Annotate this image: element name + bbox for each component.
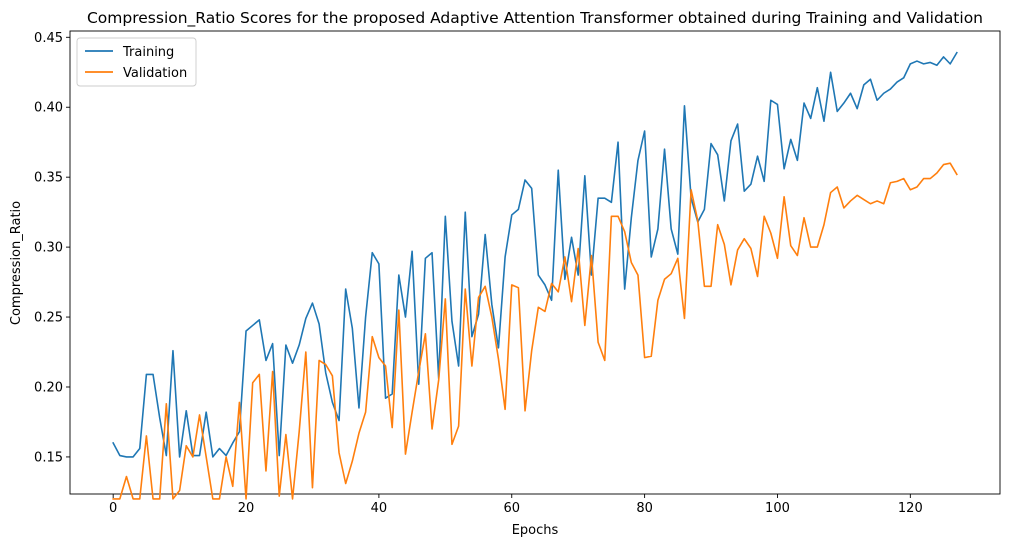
- x-tick-label: 100: [765, 501, 790, 516]
- x-tick-label: 60: [503, 501, 520, 516]
- x-axis-label: Epochs: [512, 523, 559, 538]
- y-axis-label: Compression_Ratio: [9, 201, 24, 325]
- series-lines: [112, 51, 958, 500]
- legend: Training Validation: [76, 37, 197, 87]
- legend-label-training: Training: [122, 45, 174, 60]
- y-tick-label: 0.15: [34, 450, 63, 465]
- y-tick-label: 0.25: [34, 311, 63, 326]
- y-tick-label: 0.40: [34, 101, 63, 116]
- chart-title: Compression_Ratio Scores for the propose…: [87, 9, 983, 28]
- legend-box: [76, 37, 197, 87]
- series-line-validation: [112, 162, 958, 500]
- legend-label-validation: Validation: [123, 66, 187, 81]
- x-tick-label: 80: [636, 501, 653, 516]
- x-axis: 0 20 40 60 80 100 120: [109, 494, 923, 516]
- y-tick-label: 0.35: [34, 171, 63, 186]
- y-tick-label: 0.45: [34, 31, 63, 46]
- y-axis: 0.15 0.20 0.25 0.30 0.35 0.40 0.45: [34, 31, 70, 465]
- series-line-training: [112, 51, 958, 458]
- y-tick-label: 0.30: [34, 241, 63, 256]
- x-tick-label: 40: [371, 501, 388, 516]
- x-tick-label: 20: [238, 501, 255, 516]
- plot-area: 0 20 40 60 80 100 120 0.15 0.20 0.25 0.30 0.35 0.40…: [34, 30, 1001, 516]
- x-tick-label: 120: [898, 501, 923, 516]
- axes-frame: [69, 30, 1001, 495]
- x-tick-label: 0: [109, 501, 117, 516]
- y-tick-label: 0.20: [34, 380, 63, 395]
